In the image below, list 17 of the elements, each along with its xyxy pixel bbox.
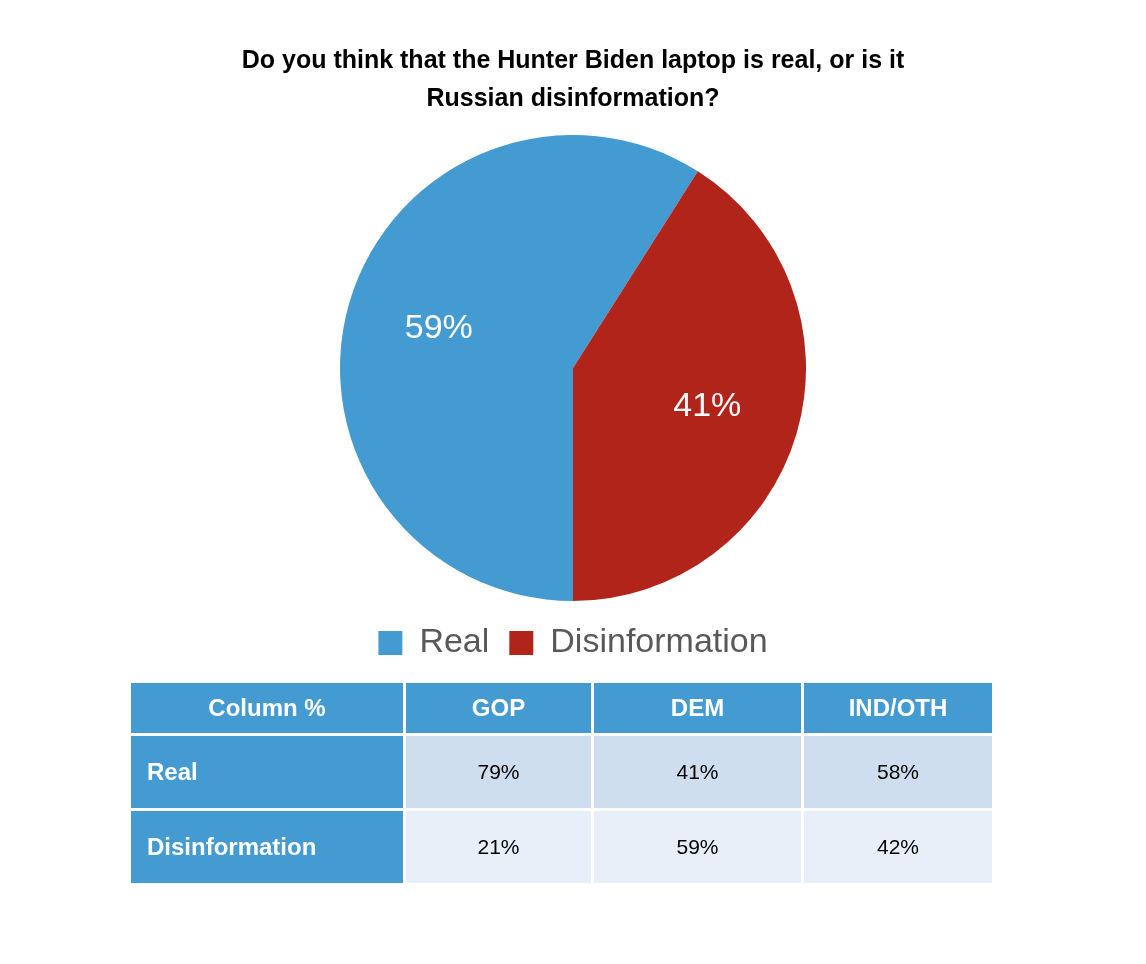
data-label: 58% — [804, 736, 992, 808]
legend-label: Real — [419, 621, 490, 660]
data-label: 59% — [404, 307, 473, 346]
row-header-cell: Real — [131, 736, 403, 808]
legend-label: Disinformation — [550, 621, 768, 660]
data-label: 42% — [804, 811, 992, 883]
data-label: 59% — [594, 811, 801, 883]
x-tick-label: IND/OTH — [804, 683, 992, 733]
chart-title: Do you think that the Hunter Biden laptop is real, or is it Russian disinformation? — [240, 44, 906, 113]
data-label: 21% — [406, 811, 591, 883]
x-tick-label: GOP — [406, 683, 591, 733]
data-label: 41% — [594, 736, 801, 808]
row-header-cell: Disinformation — [131, 811, 403, 883]
data-label: 41% — [673, 385, 742, 424]
header-cell: Column % — [131, 683, 403, 733]
data-label: 79% — [406, 736, 591, 808]
x-tick-label: DEM — [594, 683, 801, 733]
